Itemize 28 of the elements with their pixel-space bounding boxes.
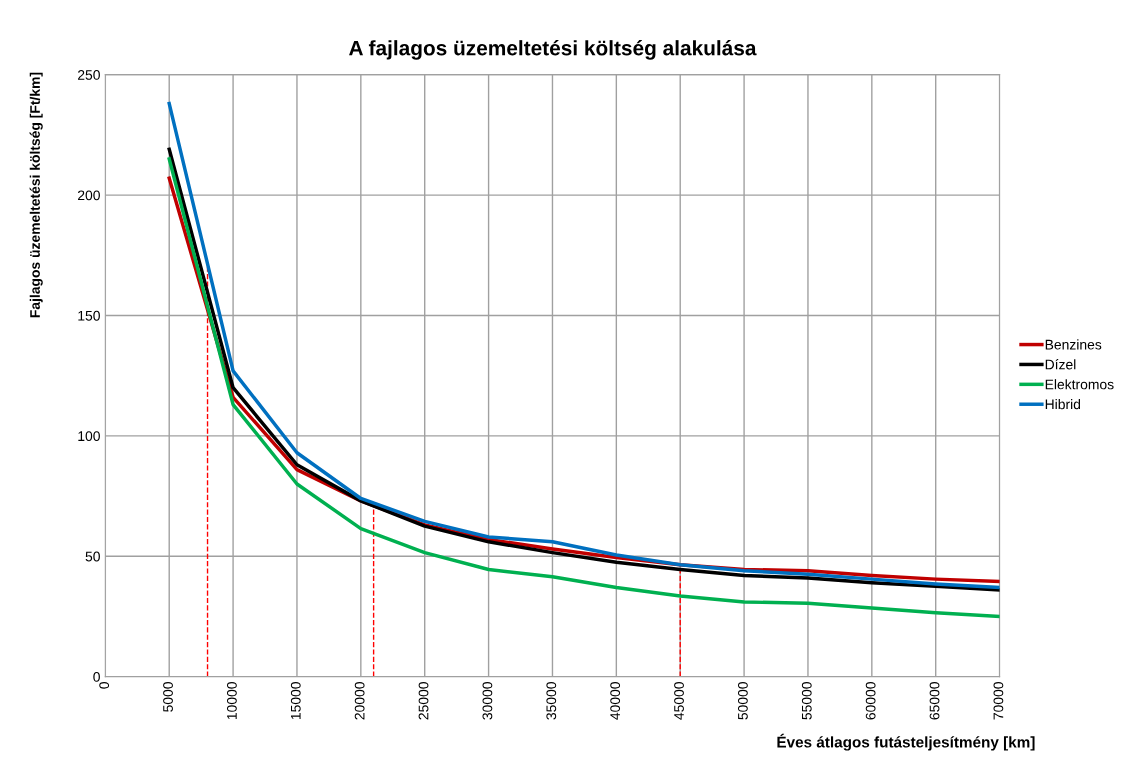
y-tick-label: 150 (78, 310, 100, 321)
x-tick-label: 15000 (290, 682, 301, 720)
x-tick-label: 50000 (737, 682, 748, 720)
x-tick-label: 5000 (163, 682, 173, 712)
x-tick-label: 20000 (354, 682, 365, 720)
x-tick-label: 35000 (546, 682, 557, 720)
x-tick-label: 60000 (865, 682, 876, 720)
y-axis-title: Fajlagos üzemeltetési költség [Ft/km] (29, 72, 43, 318)
x-tick-label: 10000 (226, 682, 237, 720)
x-tick-label: 55000 (801, 682, 812, 720)
x-tick-label: 45000 (674, 682, 684, 720)
legend-label: Benzines (1045, 339, 1102, 350)
x-tick-label: 65000 (929, 682, 940, 720)
y-tick-label: 50 (85, 551, 100, 562)
legend-label: Hibrid (1045, 399, 1081, 410)
x-tick-label: 30000 (482, 682, 493, 720)
y-tick-label: 200 (78, 190, 100, 201)
x-tick-label: 40000 (610, 682, 621, 720)
y-tick-label: 0 (93, 671, 100, 682)
legend-label: Elektromos (1045, 379, 1114, 390)
x-axis-title: Éves átlagos futásteljesítmény [km] (777, 733, 1035, 751)
chart-title: A fajlagos üzemeltetési költség alakulása (349, 39, 757, 60)
x-tick-label: 25000 (418, 682, 429, 720)
y-tick-label: 100 (78, 431, 100, 442)
legend-label: Dízel (1045, 359, 1076, 370)
y-tick-label: 250 (78, 70, 100, 80)
x-tick-label: 70000 (993, 682, 1004, 720)
x-tick-label: 0 (99, 682, 110, 689)
